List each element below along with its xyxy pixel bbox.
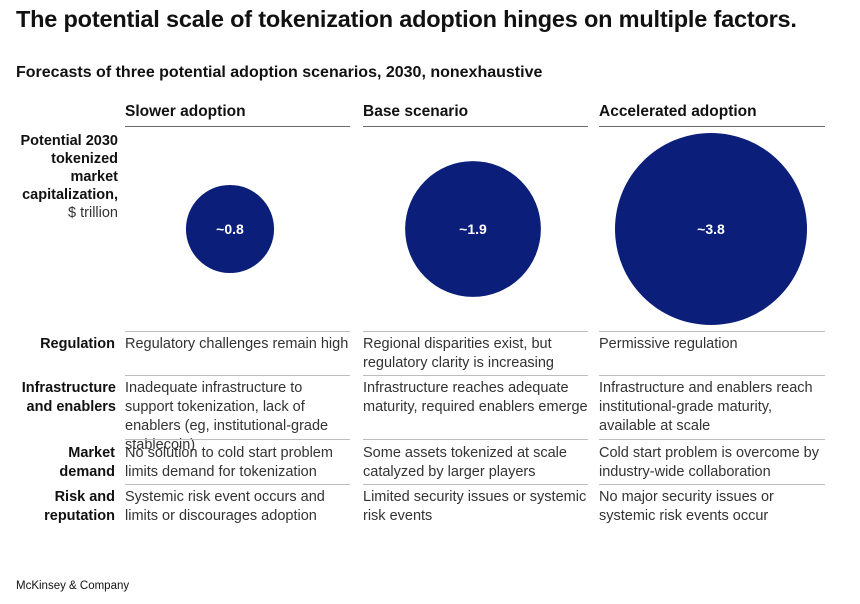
bubble-value-label: ~3.8 (697, 221, 725, 237)
chart-subtitle: Forecasts of three potential adoption sc… (16, 64, 543, 81)
column-header-rule (125, 126, 350, 127)
factor-cell: Regulatory challenges remain high (125, 336, 349, 352)
metric-label: Potential 2030 tokenized market capitali… (0, 132, 118, 222)
row-divider (363, 439, 588, 440)
factor-cell: Systemic risk event occurs and limits or… (125, 489, 325, 524)
row-label: Risk and reputation (44, 489, 115, 524)
row-divider (363, 484, 588, 485)
metric-label-line: tokenized (51, 151, 118, 167)
row-divider (363, 331, 588, 332)
column-header-accelerated: Accelerated adoption (599, 103, 757, 120)
bubble-3 (615, 133, 807, 325)
factor-cell: Infrastructure reaches adequate maturity… (363, 380, 588, 415)
factor-cell: Limited security issues or systemic risk… (363, 489, 587, 524)
row-divider (599, 375, 825, 376)
row-divider (125, 484, 350, 485)
row-label: Market demand (59, 445, 115, 480)
column-header-rule (363, 126, 588, 127)
row-label: Regulation (40, 336, 115, 352)
row-divider (125, 331, 350, 332)
bubble-1 (185, 184, 275, 274)
metric-label-line: capitalization, (22, 187, 118, 203)
factor-cell: Permissive regulation (599, 336, 738, 352)
source-label: McKinsey & Company (16, 580, 130, 592)
row-divider (599, 484, 825, 485)
bubble-2 (405, 161, 541, 297)
metric-label-line: market (70, 169, 118, 185)
factor-cell: No solution to cold start problem limits… (125, 445, 333, 480)
column-header-base: Base scenario (363, 103, 469, 120)
metric-label-line: Potential 2030 (20, 133, 118, 149)
row-divider (599, 439, 825, 440)
row-divider (363, 375, 588, 376)
chart-title: The potential scale of tokenization adop… (16, 6, 797, 32)
row-divider (599, 331, 825, 332)
metric-unit: $ trillion (68, 205, 118, 221)
row-divider (125, 439, 350, 440)
row-label: Infrastructure and enablers (21, 380, 116, 415)
factor-cell: Cold start problem is overcome by indust… (599, 445, 819, 480)
factor-cell: Inadequate infrastructure to support tok… (125, 380, 329, 453)
factor-cell: Infrastructure and enablers reach instit… (599, 380, 813, 434)
factor-cell: No major security issues or systemic ris… (599, 489, 774, 524)
column-header-rule (599, 126, 825, 127)
row-divider (125, 375, 350, 376)
bubble-chart: ~0.8 ~1.9 ~3.8 (185, 133, 807, 325)
bubble-value-label: ~0.8 (216, 221, 244, 237)
column-header-slower: Slower adoption (125, 103, 246, 120)
factor-cell: Regional disparities exist, but regulato… (363, 336, 554, 371)
bubble-value-label: ~1.9 (459, 221, 487, 237)
factor-cell: Some assets tokenized at scale catalyzed… (363, 445, 567, 480)
